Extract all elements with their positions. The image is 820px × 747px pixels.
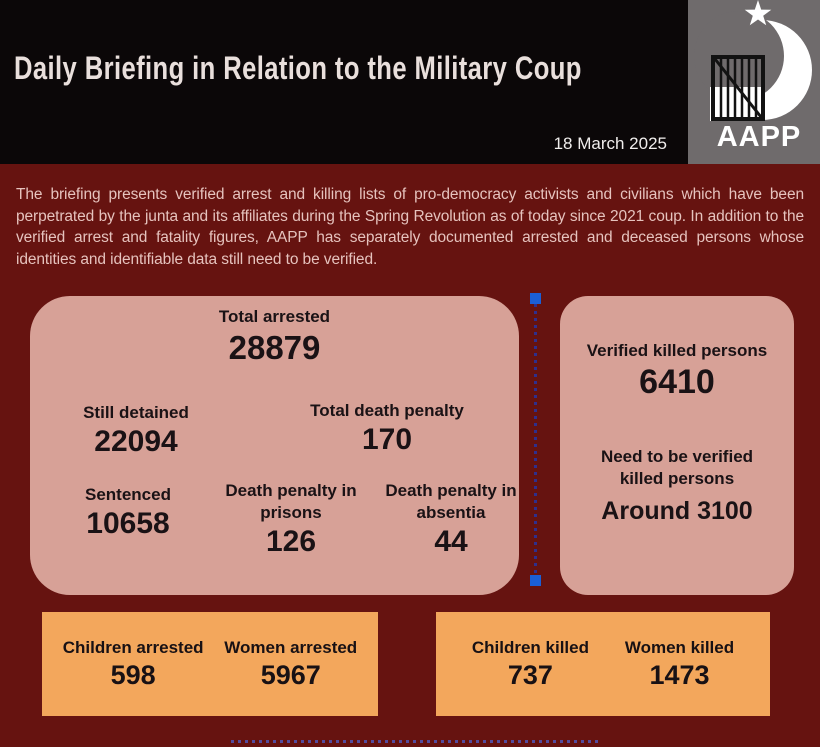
prison-bars-icon xyxy=(710,55,765,121)
stat-label: Women killed xyxy=(624,637,735,657)
stat-value: 10658 xyxy=(86,507,170,541)
stat-sentenced: Sentenced 10658 xyxy=(48,484,208,542)
stat-value: 44 xyxy=(434,525,468,559)
briefing-date: 18 March 2025 xyxy=(553,134,667,153)
arrested-demographics-panel: Children arrested 598 Women arrested 596… xyxy=(42,612,378,716)
stat-still-detained: Still detained 22094 xyxy=(46,402,226,460)
stat-label: Death penalty in prisons xyxy=(225,481,357,523)
stat-unverified-killed: Need to be verified killed persons Aroun… xyxy=(580,446,774,526)
killed-stats-panel: Verified killed persons 6410 Need to be … xyxy=(560,296,794,595)
stat-value: 170 xyxy=(361,423,413,457)
masthead: Daily Briefing in Relation to the Milita… xyxy=(0,0,688,164)
stat-value: 737 xyxy=(507,660,553,691)
stat-death-penalty-absentia: Death penalty in absentia 44 xyxy=(366,480,536,560)
stat-value: 6410 xyxy=(639,363,715,402)
stat-label: Total death penalty xyxy=(310,401,464,420)
arrest-stats-panel: Total arrested 28879 Still detained 2209… xyxy=(30,296,519,595)
stat-value: Around 3100 xyxy=(601,497,753,526)
stat-label: Need to be verified killed persons xyxy=(600,447,754,489)
stat-women-arrested: Women arrested 5967 xyxy=(224,637,357,691)
separator-square-bottom xyxy=(530,575,541,586)
stat-value: 5967 xyxy=(260,660,321,691)
stat-label: Death penalty in absentia xyxy=(385,481,517,523)
star-icon xyxy=(744,0,772,26)
stat-verified-killed: Verified killed persons 6410 xyxy=(570,340,784,402)
stat-children-killed: Children killed 737 xyxy=(472,637,589,691)
stat-total-arrested: Total arrested 28879 xyxy=(30,306,519,367)
killed-demographics-panel: Children killed 737 Women killed 1473 xyxy=(436,612,770,716)
bottom-dotted-line xyxy=(231,740,601,743)
stat-total-death-penalty: Total death penalty 170 xyxy=(277,400,497,458)
stat-label: Total arrested xyxy=(218,307,331,326)
stat-value: 598 xyxy=(110,660,156,691)
stat-label: Children arrested xyxy=(62,637,204,657)
stat-value: 22094 xyxy=(94,425,178,459)
stat-children-arrested: Children arrested 598 xyxy=(63,637,204,691)
separator-square-top xyxy=(530,293,541,304)
stat-death-penalty-prisons: Death penalty in prisons 126 xyxy=(206,480,376,560)
stat-label: Children killed xyxy=(471,637,589,657)
briefing-text: The briefing presents verified arrest an… xyxy=(16,186,804,268)
stat-women-killed: Women killed 1473 xyxy=(625,637,734,691)
aapp-logo-art xyxy=(694,0,812,121)
stat-value: 126 xyxy=(265,525,317,559)
aapp-logo: AAPP xyxy=(688,0,820,164)
logo-text: AAPP xyxy=(716,121,802,153)
separator-dotted-line xyxy=(534,304,537,575)
stat-label: Verified killed persons xyxy=(586,341,768,360)
stat-value: 28879 xyxy=(228,329,321,367)
stat-label: Still detained xyxy=(83,403,189,422)
stat-value: 1473 xyxy=(649,660,710,691)
stat-label: Sentenced xyxy=(85,485,171,504)
stat-label: Women arrested xyxy=(224,637,358,657)
page-title: Daily Briefing in Relation to the Milita… xyxy=(14,50,582,86)
